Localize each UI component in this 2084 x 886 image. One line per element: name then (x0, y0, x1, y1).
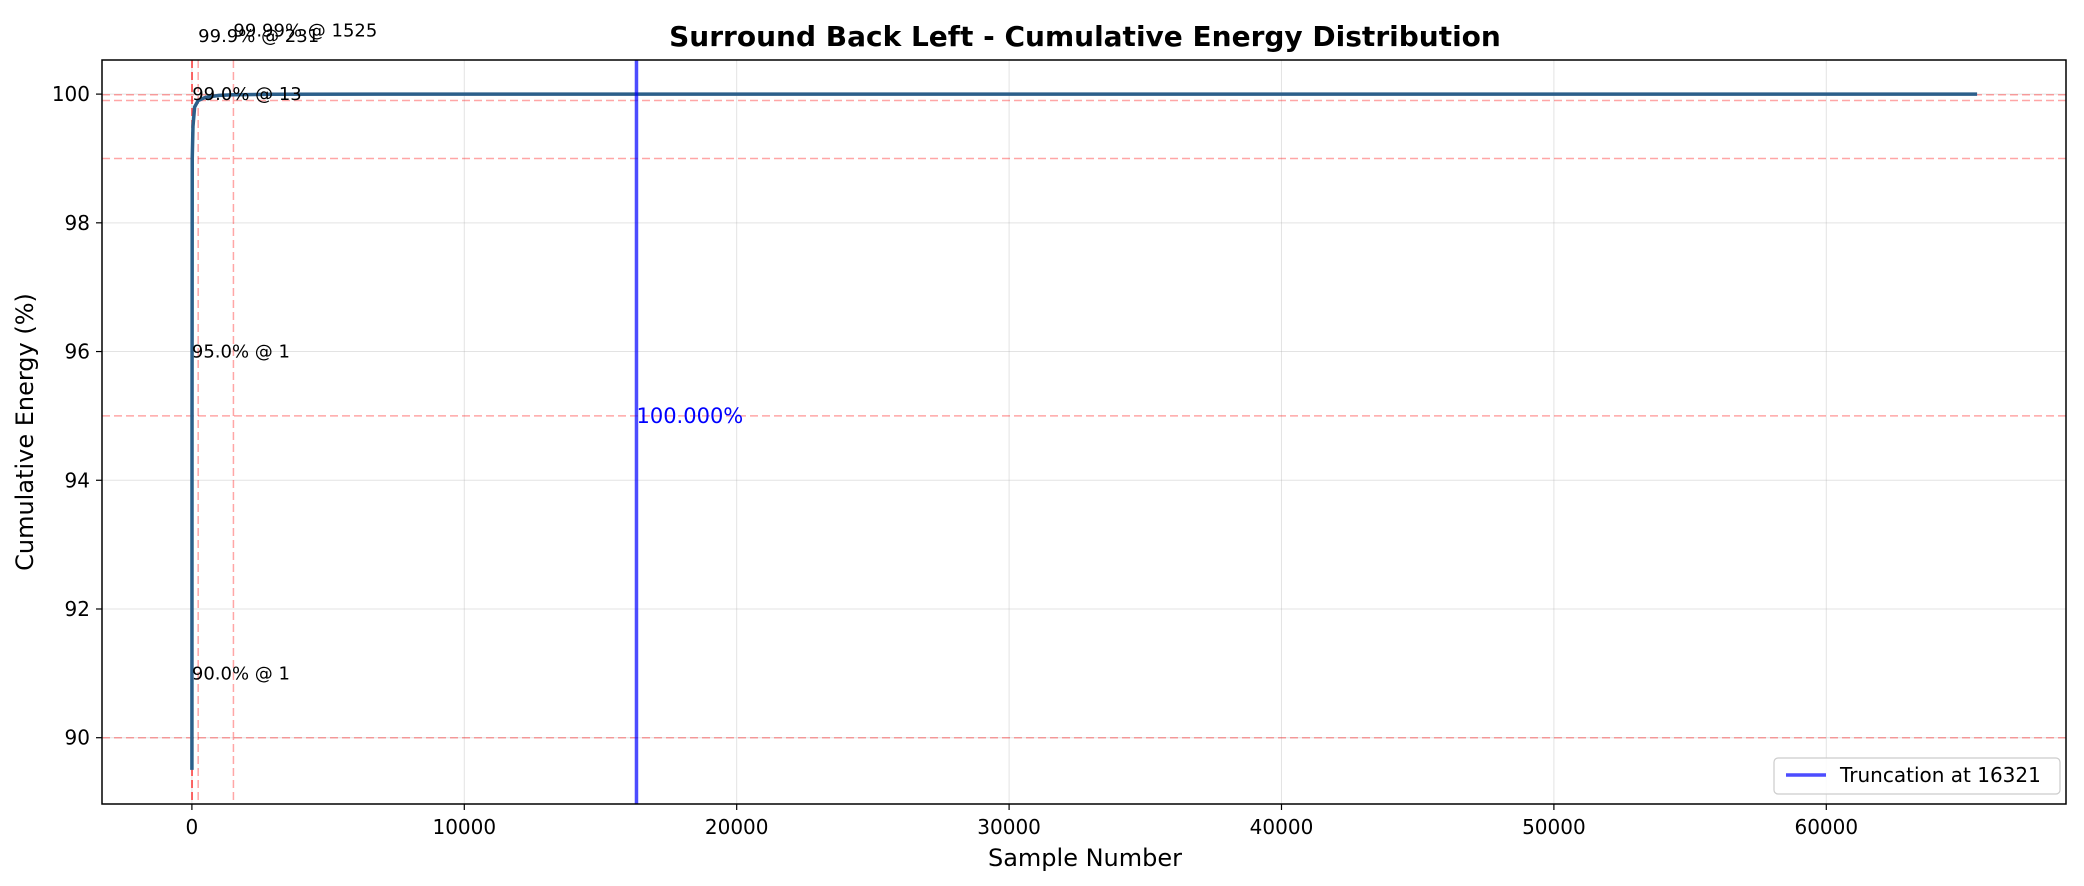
x-tick-label: 20000 (705, 815, 769, 839)
x-tick-label: 40000 (1250, 815, 1314, 839)
x-tick-label: 50000 (1522, 815, 1586, 839)
truncation-layer: 100.000% (634, 60, 743, 804)
threshold-annotation: 95.0% @ 1 (192, 342, 290, 363)
y-tick-label: 92 (65, 597, 90, 621)
y-tick-label: 96 (65, 340, 90, 364)
legend-label: Truncation at 16321 (1839, 763, 2041, 787)
threshold-annotation: 90.0% @ 1 (192, 663, 290, 684)
threshold-annotations: 90.0% @ 1 95.0% @ 1 99.0% @ 13 99.9% @ 2319… (192, 20, 377, 684)
x-tick-label: 30000 (977, 815, 1041, 839)
plot-frame (101, 59, 2067, 805)
legend-box (1773, 757, 2061, 795)
y-tick-label: 100 (52, 82, 90, 106)
series-layer (190, 92, 1978, 770)
x-tick-label: 0 (186, 815, 199, 839)
x-axis-label: Sample Number (988, 844, 1182, 872)
y-axis-label: Cumulative Energy (%) (11, 293, 39, 571)
threshold-annotation: 99.9% @ 231 (198, 26, 319, 47)
x-tick-label: 60000 (1794, 815, 1858, 839)
threshold-annotation: 99.0% @ 13 (192, 84, 302, 105)
y-tick-label: 90 (65, 726, 90, 750)
y-tick-label: 94 (65, 468, 90, 492)
axis-ticks: 0 10000 20000 30000 40000 50000 60000 90 92 94 96 9… (52, 82, 1858, 839)
chart-title: Surround Back Left - Cumulative Energy D… (669, 20, 1501, 53)
threshold-annotation: 99.99% @ 1525 (233, 20, 377, 41)
legend: Truncation at 16321 (1773, 757, 2061, 795)
y-tick-label: 98 (65, 211, 90, 235)
truncation-percent-label: 100.000% (636, 404, 743, 428)
x-tick-label: 10000 (432, 815, 496, 839)
cumulative-energy-line (190, 92, 1978, 770)
